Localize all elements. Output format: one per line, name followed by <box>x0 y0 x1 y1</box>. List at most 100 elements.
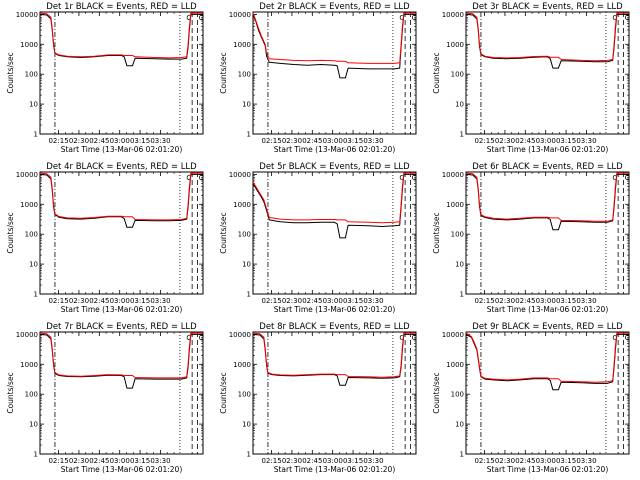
chart-title: Det 4r BLACK = Events, RED = LLD <box>46 162 197 172</box>
letter-marker: C <box>186 334 191 342</box>
x-axis-label: Start Time (13-Mar-06 02:01:20) <box>274 145 396 154</box>
x-tick-label: 03:15 <box>130 137 150 145</box>
x-tick-label: 03:00 <box>110 297 130 305</box>
plot-frame <box>465 11 630 135</box>
x-tick-label: 02:15 <box>261 297 281 305</box>
y-tick-label: 100 <box>25 231 38 239</box>
series-lld-line <box>39 332 203 379</box>
chart-panel-6: Det 6r BLACK = Events, RED = LLD 1 10 100 10… <box>432 162 630 314</box>
x-tick-label: 03:15 <box>556 137 576 145</box>
chart-panel-5: Det 5r BLACK = Events, RED = LLD 1 10 100 10… <box>219 162 417 314</box>
y-tick-label: 1 <box>34 291 38 299</box>
x-tick-label: 02:15 <box>474 297 494 305</box>
letter-marker: C <box>625 174 630 182</box>
series-lld-line <box>252 12 416 64</box>
y-tick-label: 10000 <box>229 171 251 179</box>
letter-marker: C <box>199 174 204 182</box>
letter-marker: C <box>399 334 404 342</box>
y-axis-label: Counts/sec <box>432 372 441 413</box>
x-axis-label: Start Time (13-Mar-06 02:01:20) <box>487 305 609 314</box>
y-tick-label: 1 <box>247 451 251 459</box>
letter-marker: C <box>625 14 630 22</box>
y-tick-label: 1 <box>460 291 464 299</box>
plot-frame <box>39 171 204 295</box>
chart-title: Det 3r BLACK = Events, RED = LLD <box>472 2 623 12</box>
x-tick-label: 03:00 <box>323 457 343 465</box>
x-tick-label: 03:30 <box>363 137 383 145</box>
y-tick-label: 10000 <box>16 11 38 19</box>
x-tick-label: 02:45 <box>515 457 535 465</box>
plot-frame <box>39 11 204 135</box>
series-events-line <box>252 173 416 239</box>
x-tick-label: 02:15 <box>48 137 68 145</box>
y-tick-label: 10 <box>242 261 251 269</box>
chart-panel-1: Det 1r BLACK = Events, RED = LLD 1 10 100 10… <box>6 2 204 154</box>
letter-marker: C <box>612 334 617 342</box>
y-tick-label: 100 <box>451 391 464 399</box>
chart-title: Det 7r BLACK = Events, RED = LLD <box>46 322 197 332</box>
y-tick-label: 1000 <box>20 201 38 209</box>
x-axis-label: Start Time (13-Mar-06 02:01:20) <box>274 465 396 474</box>
y-axis-label: Counts/sec <box>432 212 441 253</box>
x-tick-label: 02:30 <box>282 457 302 465</box>
y-tick-label: 1000 <box>446 201 464 209</box>
letter-marker: C <box>186 14 191 22</box>
y-tick-label: 1 <box>247 131 251 139</box>
x-tick-label: 03:00 <box>536 137 556 145</box>
x-tick-label: 03:30 <box>363 457 383 465</box>
x-tick-label: 03:30 <box>363 297 383 305</box>
y-tick-label: 100 <box>25 391 38 399</box>
x-tick-label: 03:30 <box>576 137 596 145</box>
letter-marker: C <box>199 334 204 342</box>
plot-frame <box>39 331 204 455</box>
y-tick-label: 10000 <box>442 11 464 19</box>
x-axis-label: Start Time (13-Mar-06 02:01:20) <box>274 305 396 314</box>
y-axis-label: Counts/sec <box>6 372 15 413</box>
x-tick-label: 02:45 <box>89 137 109 145</box>
y-tick-label: 100 <box>25 71 38 79</box>
x-tick-label: 02:45 <box>89 297 109 305</box>
y-tick-label: 10000 <box>442 171 464 179</box>
x-tick-label: 03:15 <box>130 297 150 305</box>
x-tick-label: 02:15 <box>474 137 494 145</box>
y-axis-label: Counts/sec <box>219 212 228 253</box>
series-events-line <box>252 13 416 79</box>
x-axis-label: Start Time (13-Mar-06 02:01:20) <box>61 305 183 314</box>
x-tick-label: 02:45 <box>302 297 322 305</box>
y-tick-label: 10 <box>29 261 38 269</box>
y-tick-label: 10 <box>455 261 464 269</box>
x-axis-label: Start Time (13-Mar-06 02:01:20) <box>487 145 609 154</box>
y-tick-label: 10 <box>29 101 38 109</box>
series-lld-line <box>252 332 416 378</box>
x-tick-label: 03:30 <box>150 297 170 305</box>
x-tick-label: 03:30 <box>576 457 596 465</box>
y-tick-label: 10 <box>242 421 251 429</box>
chart-panel-4: Det 4r BLACK = Events, RED = LLD 1 10 100 10… <box>6 162 204 314</box>
y-tick-label: 10 <box>455 101 464 109</box>
x-tick-label: 02:45 <box>302 137 322 145</box>
x-tick-label: 02:30 <box>282 137 302 145</box>
x-tick-label: 02:45 <box>515 137 535 145</box>
x-tick-label: 03:15 <box>343 297 363 305</box>
series-lld-line <box>39 12 203 59</box>
chart-panel-9: Det 9r BLACK = Events, RED = LLD 1 10 100 10… <box>432 322 630 474</box>
series-events-line <box>252 333 416 386</box>
series-lld-line <box>39 172 203 221</box>
y-tick-label: 10000 <box>229 11 251 19</box>
plot-frame <box>252 11 417 135</box>
x-tick-label: 03:30 <box>150 457 170 465</box>
y-tick-label: 1000 <box>233 201 251 209</box>
y-tick-label: 1000 <box>20 41 38 49</box>
series-events-line <box>39 13 203 67</box>
y-tick-label: 1 <box>34 451 38 459</box>
chart-title: Det 6r BLACK = Events, RED = LLD <box>472 162 623 172</box>
x-tick-label: 03:00 <box>110 137 130 145</box>
y-tick-label: 1 <box>247 291 251 299</box>
y-tick-label: 10 <box>242 101 251 109</box>
y-axis-label: Counts/sec <box>6 52 15 93</box>
x-tick-label: 03:15 <box>556 457 576 465</box>
chart-panel-2: Det 2r BLACK = Events, RED = LLD 1 10 100 10… <box>219 2 417 154</box>
y-axis-label: Counts/sec <box>432 52 441 93</box>
y-tick-label: 10000 <box>442 331 464 339</box>
